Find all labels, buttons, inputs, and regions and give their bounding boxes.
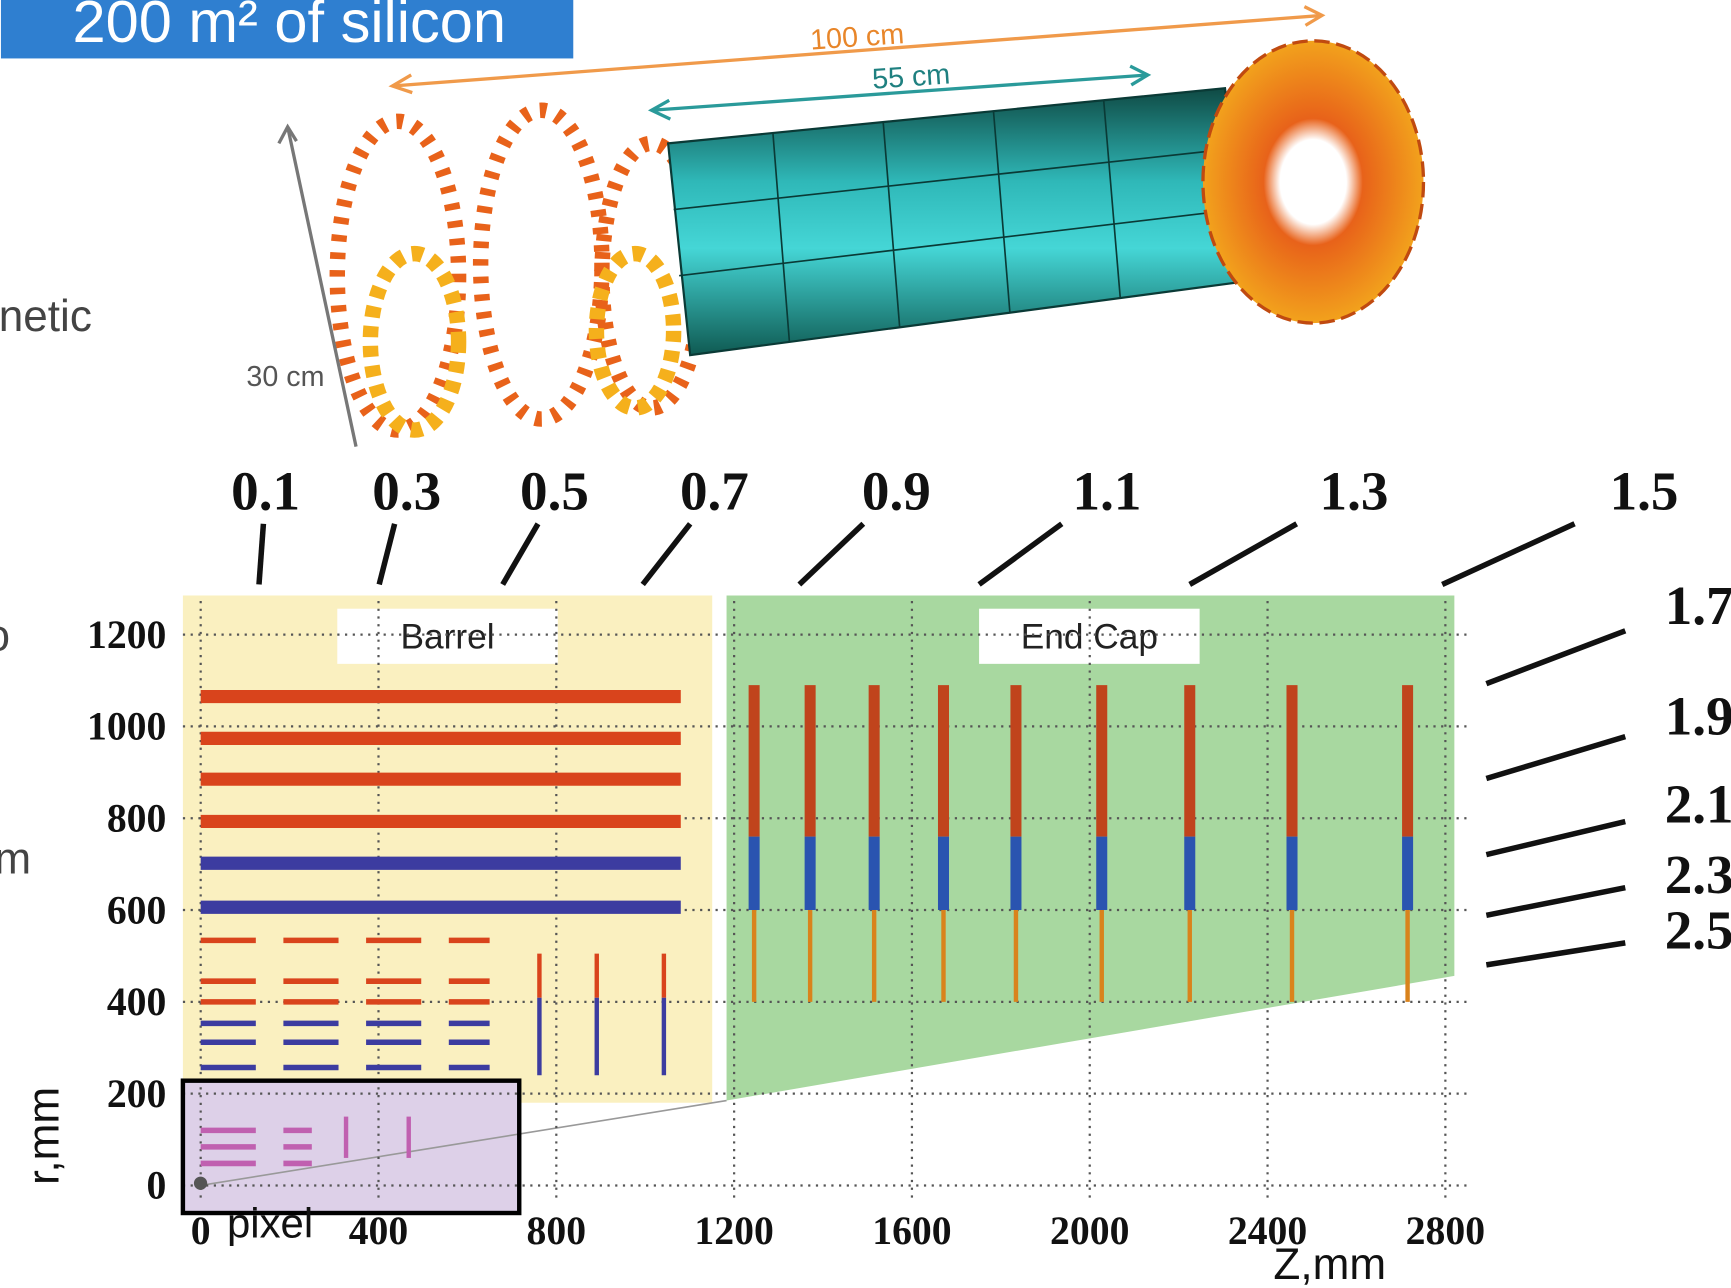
eta-label: 1.9 [1665,685,1731,746]
eta-line [1190,524,1297,585]
region-label: Barrel [401,617,495,656]
side-text: m [0,834,31,883]
eta-line [643,524,690,585]
origin-dot [194,1177,207,1190]
eta-line [979,524,1062,585]
x-tick-label: 2000 [1050,1209,1129,1253]
disk-fan [596,254,673,408]
y-tick-label: 600 [107,888,167,932]
pixel-label: pixel [227,1199,313,1246]
dimension-label: 100 cm [809,18,905,56]
side-text: netic [0,292,92,341]
eta-label: 1.7 [1665,575,1731,636]
y-tick-label: 800 [107,796,167,840]
eta-label: 1.1 [1073,460,1142,521]
eta-line [259,524,263,585]
eta-line [1486,737,1625,779]
y-tick-label: 0 [147,1164,167,1208]
y-axis-label: r,mm [19,1087,68,1185]
eta-line [503,524,538,585]
disk-fan [481,110,602,419]
eta-label: 2.1 [1665,774,1731,835]
eta-line [1486,631,1625,684]
eta-label: 1.5 [1610,460,1679,521]
page: 200 m² of silicon netic o m [0,0,1731,1288]
eta-label: 0.1 [231,460,300,521]
endcap-disk [1203,41,1424,323]
slide-title: 200 m² of silicon [73,0,506,55]
eta-line [1442,524,1574,585]
region-label: End Cap [1021,617,1158,656]
detector-render: 100 cm 55 cm 30 cm [246,7,1423,447]
side-text: o [0,612,10,661]
eta-line [379,524,394,585]
disk-fan [370,254,458,430]
x-tick-label: 2800 [1406,1209,1485,1253]
y-tick-label: 200 [107,1072,167,1116]
y-tick-label: 1200 [87,613,166,657]
eta-line [1486,943,1625,965]
y-tick-label: 1000 [87,705,166,749]
x-axis-label: Z,mm [1273,1240,1386,1288]
y-tick-label: 400 [107,980,167,1024]
eta-line [799,524,863,585]
eta-label: 2.3 [1665,844,1731,905]
arrow [288,127,356,447]
x-tick-label: 1200 [694,1209,773,1253]
eta-label: 0.7 [680,460,749,521]
arrow-head [279,127,297,144]
eta-label: 0.3 [372,460,441,521]
disk-fan [337,121,458,430]
barrel-cylinder [668,88,1247,355]
eta-label: 0.9 [862,460,931,521]
eta-label: 0.5 [520,460,589,521]
barrel-region [183,595,712,1102]
x-tick-label: 0 [191,1209,211,1253]
dimension-label: 55 cm [871,58,951,95]
eta-label: 1.3 [1320,460,1389,521]
dimension-label: 30 cm [246,361,324,393]
eta-label: 2.5 [1665,899,1731,960]
slide: 200 m² of silicon netic o m [0,0,1731,1288]
eta-line [1486,822,1625,855]
x-tick-label: 1600 [872,1209,951,1253]
eta-line [1486,888,1625,916]
x-tick-label: 800 [527,1209,587,1253]
x-tick-label: 400 [349,1209,409,1253]
